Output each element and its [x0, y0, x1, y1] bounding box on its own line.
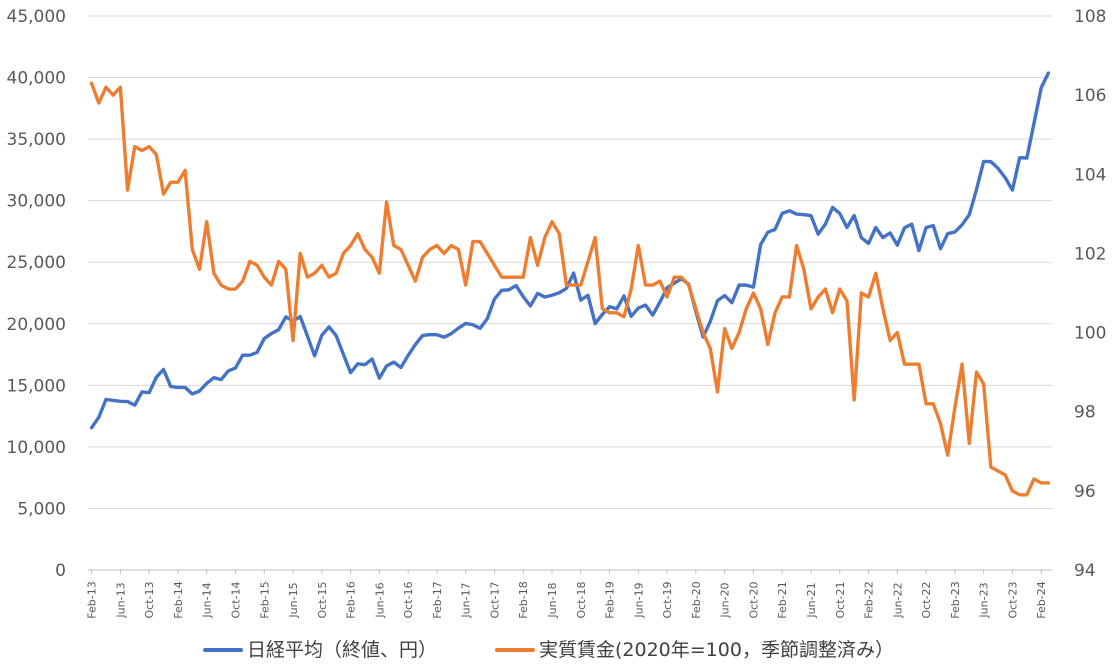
left-y-tick-label: 35,000: [7, 130, 66, 150]
x-tick-label: Feb-21: [776, 581, 789, 618]
x-tick-label: Feb-19: [604, 581, 617, 618]
x-tick-label: Jun-16: [373, 582, 386, 618]
x-tick-label: Feb-22: [863, 581, 876, 618]
x-tick-label: Feb-16: [345, 581, 358, 618]
x-tick-label: Feb-24: [1035, 581, 1048, 618]
x-tick-label: Feb-18: [517, 581, 530, 618]
x-tick-label: Jun-13: [114, 582, 127, 618]
right-y-tick-label: 94: [1074, 561, 1096, 581]
legend: 日経平均（終値、円） 実質賃金(2020年=100，季節調整済み）: [203, 639, 894, 661]
x-tick-label: Oct-13: [143, 582, 156, 619]
left-y-tick-label: 45,000: [7, 7, 66, 27]
x-tick-label: Oct-18: [575, 582, 588, 619]
left-y-tick-label: 10,000: [7, 438, 66, 458]
left-y-tick-label: 30,000: [7, 192, 66, 212]
series-line-nikkei: [89, 71, 1051, 430]
x-tick-label: Oct-23: [1006, 582, 1019, 619]
x-tick-label: Feb-13: [86, 581, 99, 618]
x-axis: Feb-13 Jun-13 Oct-13 Feb-14 Jun-14 Oct-14 Feb-…: [86, 570, 1048, 619]
legend-item-real-wage: 実質賃金(2020年=100，季節調整済み）: [495, 639, 894, 661]
left-y-tick-label: 20,000: [7, 315, 66, 335]
x-tick-label: Oct-21: [834, 582, 847, 619]
right-y-tick-label: 96: [1074, 482, 1096, 502]
left-y-tick-label: 40,000: [7, 69, 66, 89]
left-y-tick-label: 0: [55, 561, 66, 581]
x-tick-label: Oct-19: [661, 582, 674, 619]
x-tick-label: Feb-20: [690, 581, 703, 618]
x-tick-label: Jun-19: [632, 582, 645, 618]
series-line-real-wage: [89, 81, 1051, 497]
x-tick-label: Oct-20: [747, 582, 760, 619]
x-tick-label: Feb-15: [258, 581, 271, 618]
x-tick-label: Oct-17: [488, 582, 501, 619]
x-tick-label: Oct-15: [316, 582, 329, 619]
right-y-tick-label: 102: [1074, 244, 1106, 264]
legend-label-real-wage: 実質賃金(2020年=100，季節調整済み）: [539, 639, 894, 661]
x-tick-label: Jun-20: [719, 582, 732, 618]
right-y-tick-label: 106: [1074, 86, 1106, 106]
left-y-axis: 0 5,000 10,000 15,000 20,000 25,000 30,000 35,0…: [7, 7, 66, 581]
x-tick-label: Feb-23: [949, 581, 962, 618]
x-tick-label: Jun-21: [805, 582, 818, 618]
x-tick-label: Feb-17: [431, 581, 444, 618]
right-y-tick-label: 100: [1074, 324, 1106, 344]
gridlines: [88, 15, 1052, 571]
left-y-tick-label: 5,000: [17, 499, 66, 519]
x-tick-label: Jun-23: [978, 582, 991, 618]
x-tick-label: Oct-14: [229, 582, 242, 619]
x-tick-label: Jun-22: [891, 582, 904, 618]
series-lines: [89, 71, 1051, 497]
x-tick-label: Oct-22: [920, 582, 933, 619]
right-y-tick-label: 98: [1074, 403, 1096, 423]
left-y-tick-label: 15,000: [7, 376, 66, 396]
right-y-tick-label: 104: [1074, 165, 1106, 185]
left-y-tick-label: 25,000: [7, 253, 66, 273]
x-tick-label: Jun-14: [201, 582, 214, 618]
x-tick-label: Oct-16: [402, 582, 415, 619]
x-tick-label: Feb-14: [172, 581, 185, 618]
right-y-axis: 94 96 98 100 102 104 106 108: [1074, 7, 1106, 581]
x-tick-label: Jun-18: [546, 582, 559, 618]
x-tick-label: Jun-17: [460, 582, 473, 618]
x-tick-label: Jun-15: [287, 582, 300, 618]
legend-item-nikkei: 日経平均（終値、円）: [203, 639, 437, 661]
right-y-tick-label: 108: [1074, 7, 1106, 27]
legend-label-nikkei: 日経平均（終値、円）: [247, 639, 437, 661]
